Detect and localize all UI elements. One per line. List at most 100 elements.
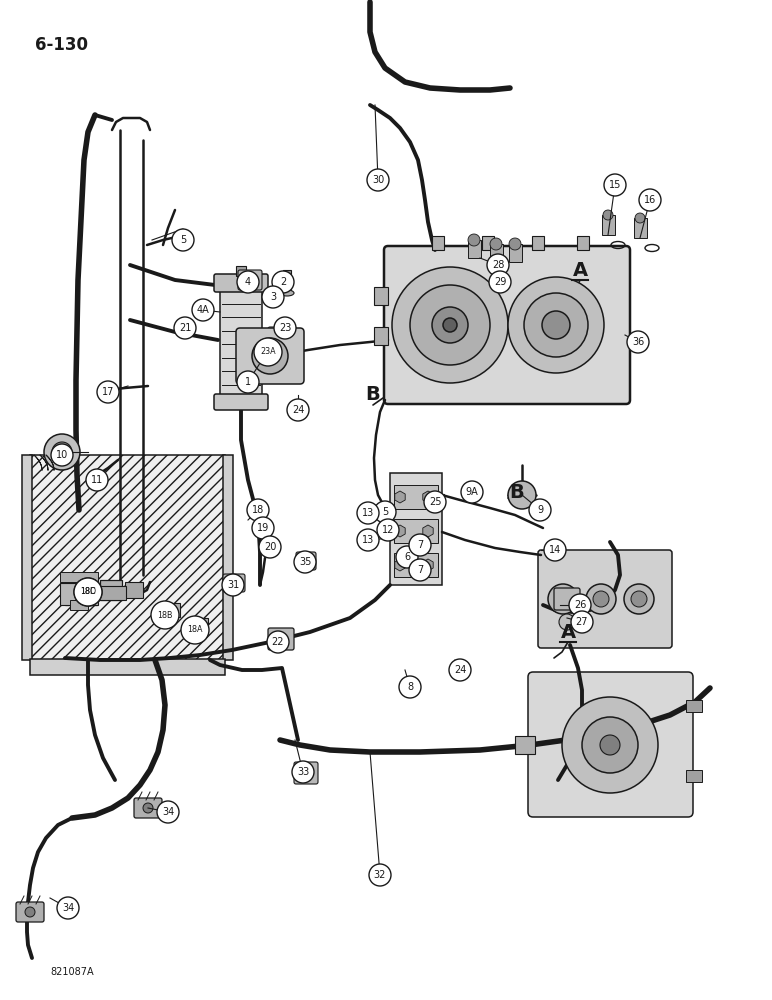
Circle shape	[292, 761, 314, 783]
Circle shape	[247, 499, 269, 521]
Text: 24: 24	[292, 405, 304, 415]
Circle shape	[52, 442, 72, 462]
Bar	[532, 236, 544, 250]
Text: B: B	[366, 385, 381, 404]
Circle shape	[25, 907, 35, 917]
Circle shape	[509, 238, 521, 250]
Text: 35: 35	[299, 557, 311, 567]
Text: 1: 1	[245, 377, 251, 387]
Circle shape	[86, 469, 108, 491]
Text: 31: 31	[227, 580, 239, 590]
Bar	[70, 600, 88, 610]
Bar	[30, 455, 225, 660]
FancyBboxPatch shape	[214, 394, 268, 410]
Circle shape	[222, 574, 244, 596]
Text: 32: 32	[374, 870, 386, 880]
Bar	[100, 580, 122, 600]
Text: 29: 29	[494, 277, 506, 287]
Bar	[374, 287, 388, 305]
Circle shape	[97, 381, 119, 403]
Circle shape	[252, 517, 274, 539]
Circle shape	[593, 591, 609, 607]
Bar	[223, 455, 233, 660]
Circle shape	[487, 254, 509, 276]
Bar	[394, 485, 438, 509]
Circle shape	[262, 346, 274, 358]
Circle shape	[569, 594, 591, 616]
Text: 17: 17	[102, 387, 114, 397]
Circle shape	[432, 307, 468, 343]
Text: 18: 18	[252, 505, 264, 515]
Circle shape	[44, 434, 80, 470]
Text: 18D: 18D	[80, 587, 96, 596]
Circle shape	[151, 601, 179, 629]
Circle shape	[635, 213, 645, 223]
Circle shape	[508, 481, 536, 509]
FancyBboxPatch shape	[296, 552, 316, 570]
Text: 34: 34	[62, 903, 74, 913]
Text: 24: 24	[454, 665, 466, 675]
Text: B: B	[510, 483, 524, 502]
Circle shape	[562, 697, 658, 793]
Circle shape	[449, 659, 471, 681]
Circle shape	[181, 616, 209, 644]
Bar	[283, 270, 291, 290]
Bar	[125, 582, 143, 598]
Bar	[686, 700, 702, 712]
Bar	[577, 236, 589, 250]
Text: 18C: 18C	[80, 587, 96, 596]
Circle shape	[409, 534, 431, 556]
Bar	[468, 240, 481, 258]
Circle shape	[157, 801, 179, 823]
Bar	[634, 218, 647, 238]
Circle shape	[74, 578, 102, 606]
Circle shape	[252, 338, 288, 374]
Bar	[60, 572, 98, 582]
Circle shape	[367, 169, 389, 191]
Circle shape	[274, 317, 296, 339]
Circle shape	[259, 536, 281, 558]
Text: 21: 21	[179, 323, 191, 333]
Circle shape	[548, 584, 578, 614]
Text: A: A	[572, 260, 587, 279]
Text: 13: 13	[362, 508, 374, 518]
Circle shape	[555, 591, 571, 607]
Text: 13: 13	[362, 535, 374, 545]
Circle shape	[254, 338, 282, 366]
Circle shape	[357, 529, 379, 551]
Bar	[490, 244, 503, 262]
FancyBboxPatch shape	[268, 327, 296, 347]
Text: 7: 7	[417, 565, 423, 575]
Bar	[432, 236, 444, 250]
Text: 7: 7	[417, 540, 423, 550]
Bar	[162, 603, 180, 617]
Text: 15: 15	[609, 180, 621, 190]
Text: 2: 2	[280, 277, 286, 287]
Text: 19: 19	[257, 523, 269, 533]
Text: 16: 16	[644, 195, 656, 205]
Circle shape	[57, 897, 79, 919]
Bar	[22, 455, 32, 660]
Circle shape	[508, 277, 604, 373]
Circle shape	[174, 317, 196, 339]
Text: 12: 12	[382, 525, 394, 535]
Circle shape	[443, 318, 457, 332]
Circle shape	[489, 271, 511, 293]
Circle shape	[529, 499, 551, 521]
Circle shape	[542, 311, 570, 339]
FancyBboxPatch shape	[528, 672, 693, 817]
Circle shape	[392, 267, 508, 383]
Text: 6: 6	[404, 552, 410, 562]
FancyBboxPatch shape	[16, 902, 44, 922]
Bar	[482, 236, 494, 250]
Circle shape	[544, 539, 566, 561]
Circle shape	[51, 444, 73, 466]
Text: 27: 27	[576, 617, 588, 627]
Text: 26: 26	[574, 600, 586, 610]
Bar	[374, 327, 388, 345]
Circle shape	[410, 285, 490, 365]
Circle shape	[172, 229, 194, 251]
Circle shape	[461, 481, 483, 503]
Bar	[515, 736, 535, 754]
Circle shape	[464, 484, 480, 500]
